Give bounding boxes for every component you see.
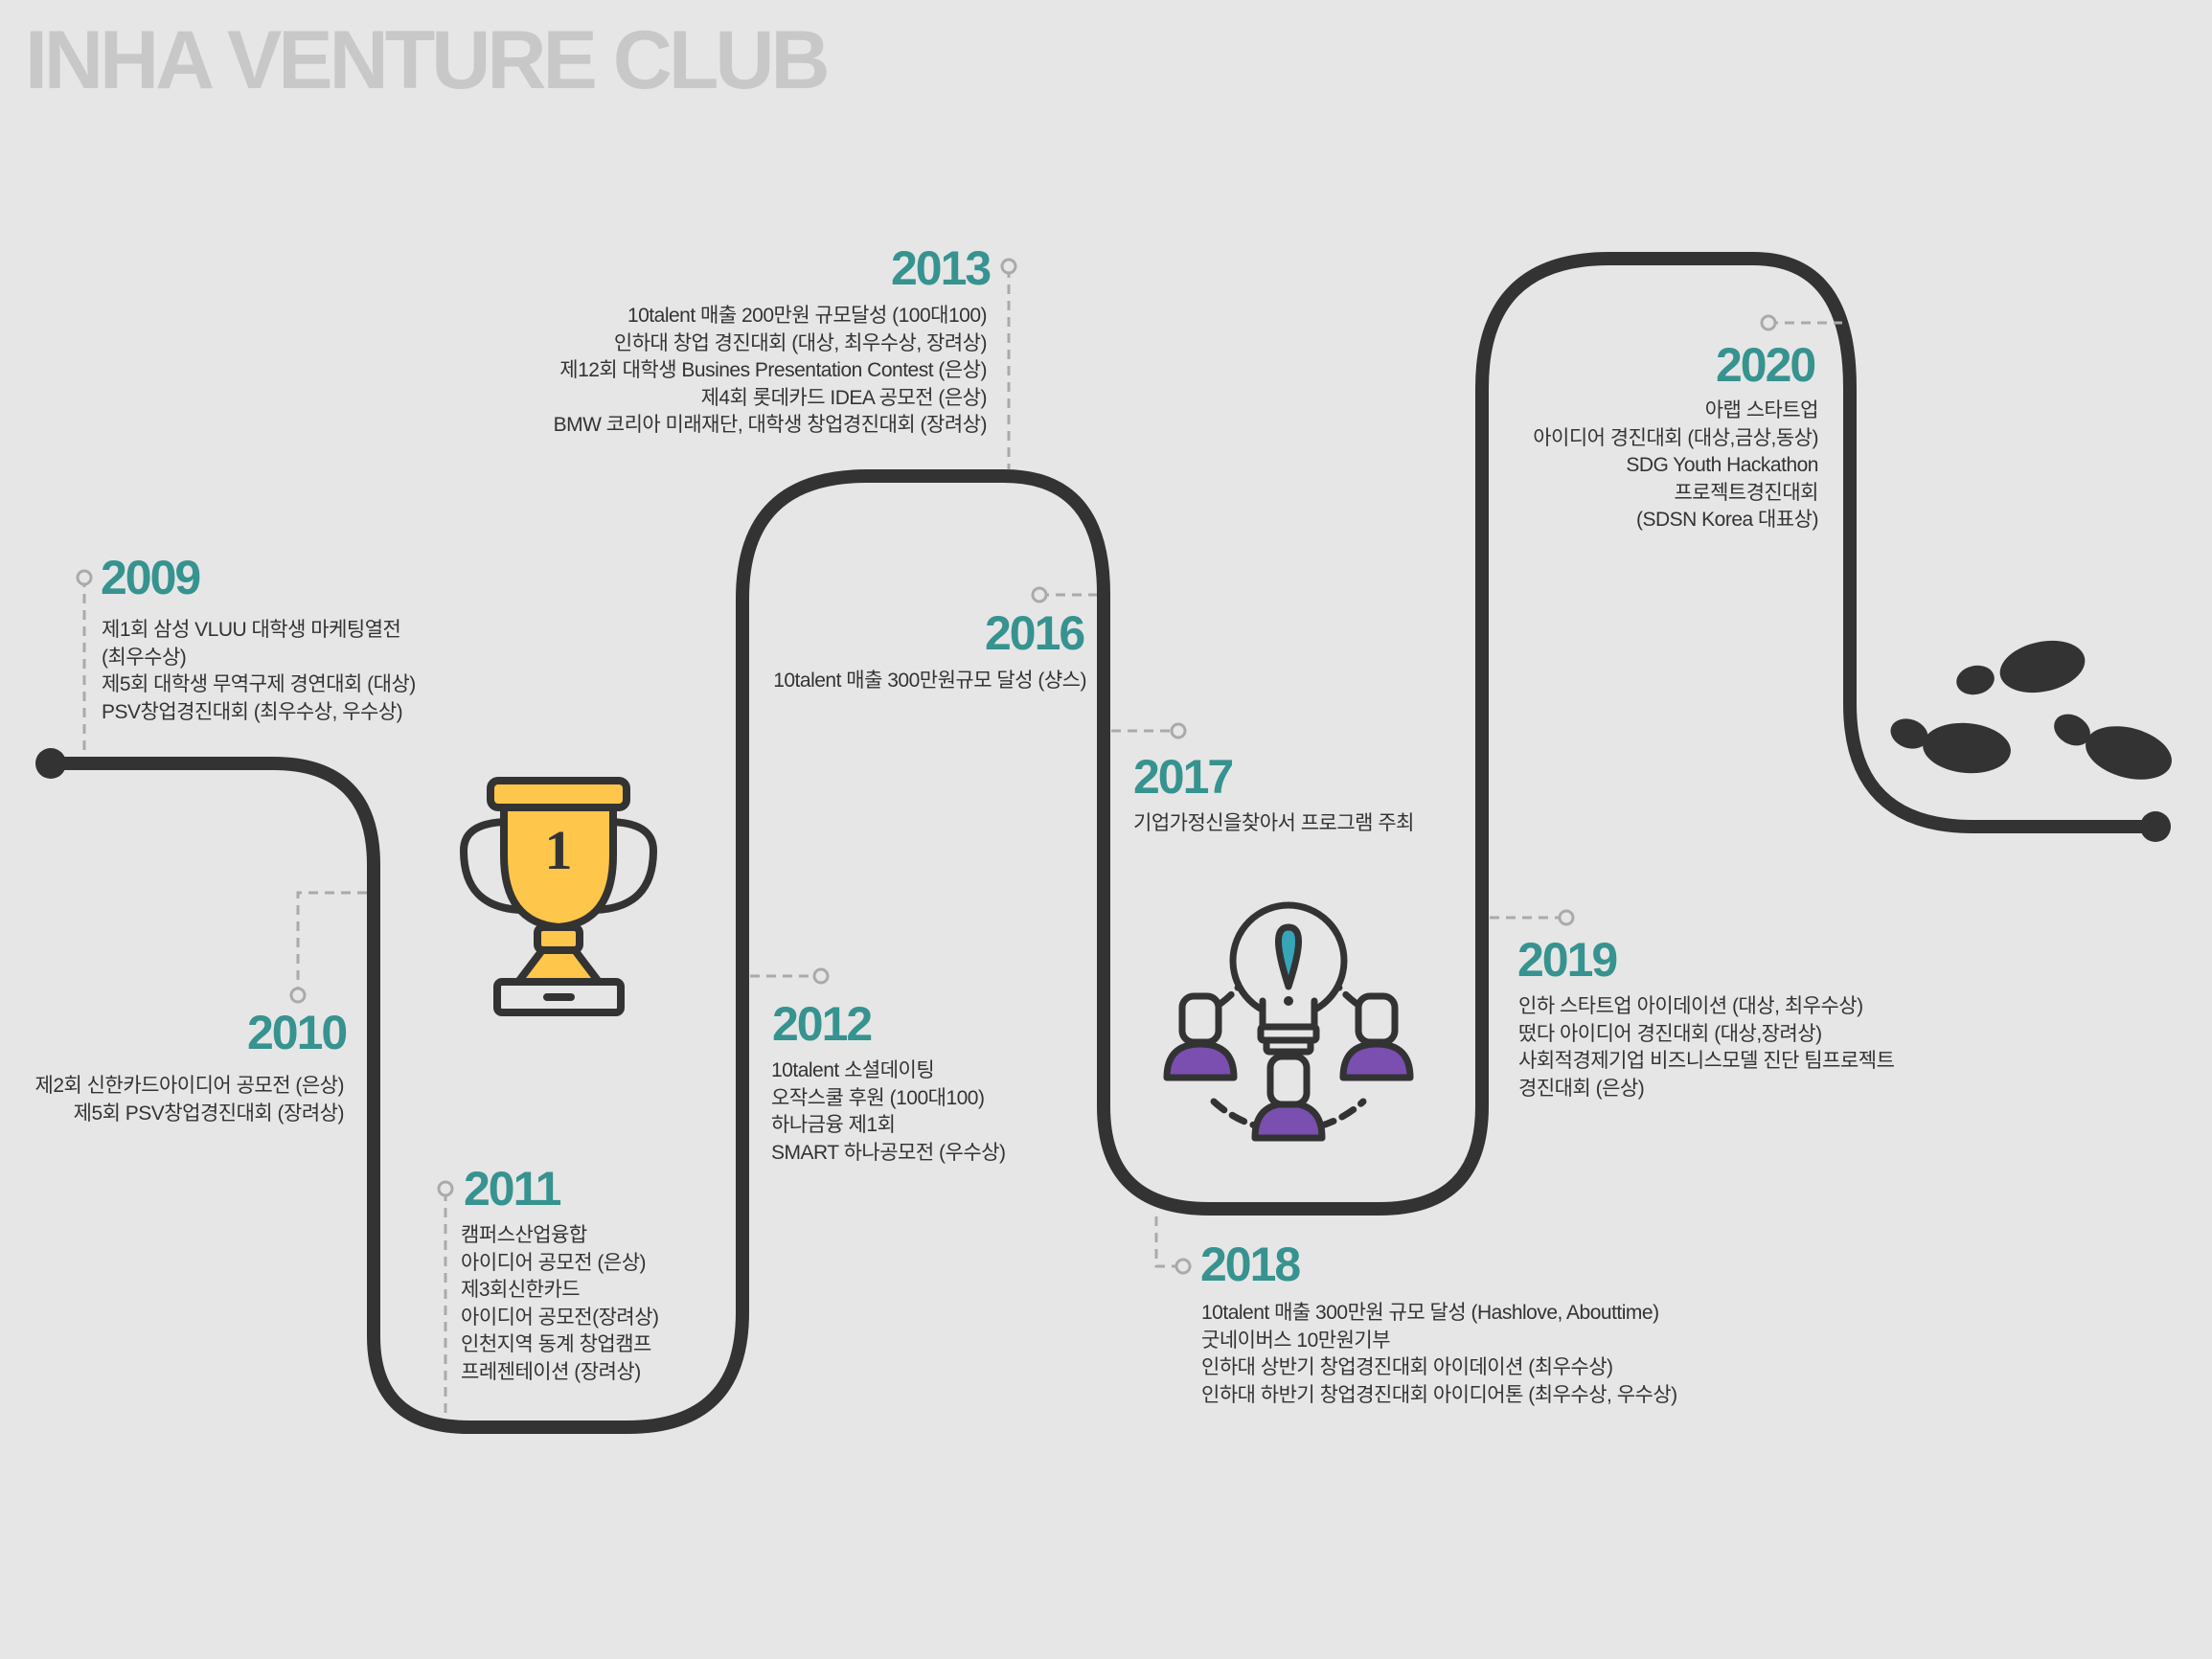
milestone-line: 제2회 신한카드아이디어 공모전 (은상) <box>34 1075 345 1097</box>
milestone-2011-desc: 캠퍼스산업융합 아이디어 공모전 (은상) 제3회신한카드 아이디어 공모전(장… <box>461 1222 659 1386</box>
milestone-line: SDG Youth Hackathon <box>1626 454 1818 476</box>
milestone-line: 제1회 삼성 VLUU 대학생 마케팅열전 <box>102 619 401 641</box>
connector-dot-2010 <box>289 987 307 1004</box>
milestone-line: 아이디어 경진대회 (대상,금상,동상) <box>1533 426 1818 449</box>
year-2016: 2016 <box>985 606 1085 660</box>
connector-dot-2017 <box>1170 722 1187 739</box>
milestone-line: PSV창업경진대회 (최우수상, 우수상) <box>102 700 403 723</box>
year-2018: 2018 <box>1200 1238 1301 1291</box>
year-2012: 2012 <box>772 997 873 1051</box>
milestone-line: 10talent 매출 300만원 규모 달성 (Hashlove, About… <box>1201 1302 1659 1324</box>
year-2009: 2009 <box>101 551 201 604</box>
connector-dot-2019 <box>1558 909 1575 926</box>
connector-2018 <box>1154 1216 1176 1268</box>
footprints-icon <box>1890 640 2172 780</box>
milestone-2013-desc: 10talent 매출 200만원 규모달성 (100대100) 인하대 창업 … <box>498 303 988 440</box>
milestone-2016-desc: 10talent 매출 300만원규모 달성 (샹스) <box>728 668 1086 695</box>
milestone-line: 제5회 대학생 무역구제 경연대회 (대상) <box>102 673 416 695</box>
year-2011: 2011 <box>464 1162 561 1216</box>
timeline-end-dot <box>2140 811 2171 842</box>
connector-dot-2016 <box>1031 586 1048 603</box>
milestone-line: 하나금융 제1회 <box>771 1114 896 1136</box>
milestone-line: 기업가정신을찾아서 프로그램 주최 <box>1133 812 1414 834</box>
year-2013: 2013 <box>891 241 992 295</box>
milestone-line: 10talent 매출 200만원 규모달성 (100대100) <box>627 305 988 327</box>
milestone-line: 떴다 아이디어 경진대회 (대상,장려상) <box>1518 1022 1822 1045</box>
milestone-line: 제4회 롯데카드 IDEA 공모전 (은상) <box>700 386 988 409</box>
milestone-line: 캠퍼스산업융합 <box>461 1224 587 1246</box>
timeline-start-dot <box>35 748 66 779</box>
milestone-2012-desc: 10talent 소셜데이팅 오작스쿨 후원 (100대100) 하나금융 제1… <box>771 1057 1006 1167</box>
milestone-line: 제12회 대학생 Busines Presentation Contest (은… <box>559 359 987 381</box>
connector-dot-2013 <box>1000 258 1017 275</box>
milestone-2017-desc: 기업가정신을찾아서 프로그램 주최 <box>1133 810 1414 838</box>
milestone-line: 10talent 매출 300만원규모 달성 (샹스) <box>773 670 1086 692</box>
year-2010: 2010 <box>247 1006 348 1059</box>
timeline-road <box>44 252 2162 1434</box>
milestone-line: (최우수상) <box>102 646 187 669</box>
idea-team-icon <box>1163 901 1414 1142</box>
milestone-line: 사회적경제기업 비즈니스모델 진단 팀프로젝트 <box>1518 1050 1895 1072</box>
milestone-line: BMW 코리아 미래재단, 대학생 창업경진대회 (장려상) <box>553 414 988 436</box>
milestone-line: 인천지역 동계 창업캠프 <box>461 1333 651 1355</box>
milestone-line: 프레젠테이션 (장려상) <box>461 1360 641 1383</box>
connector-dot-2009 <box>76 569 93 586</box>
connector-dot-2018 <box>1174 1258 1192 1275</box>
connector-dot-2011 <box>437 1180 454 1197</box>
milestone-line: SMART 하나공모전 (우수상) <box>771 1141 1006 1164</box>
milestone-line: 아랩 스타트업 <box>1704 399 1819 421</box>
year-2019: 2019 <box>1517 933 1618 987</box>
milestone-line: (SDSN Korea 대표상) <box>1636 509 1819 531</box>
milestone-line: 10talent 소셜데이팅 <box>771 1059 935 1081</box>
milestone-line: 굿네이버스 10만원기부 <box>1201 1329 1391 1352</box>
year-2017: 2017 <box>1133 750 1234 804</box>
milestone-2010-desc: 제2회 신한카드아이디어 공모전 (은상) 제5회 PSV창업경진대회 (장려상… <box>10 1073 345 1127</box>
milestone-line: 인하대 창업 경진대회 (대상, 최우수상, 장려상) <box>613 331 988 354</box>
milestone-line: 경진대회 (은상) <box>1518 1077 1645 1100</box>
milestone-line: 인하 스타트업 아이데이션 (대상, 최우수상) <box>1518 995 1863 1017</box>
milestone-line: 아이디어 공모전 (은상) <box>461 1251 647 1274</box>
milestone-2020-desc: 아랩 스타트업 아이디어 경진대회 (대상,금상,동상) SDG Youth H… <box>1494 398 1818 534</box>
page-title: INHA VENTURE CLUB <box>25 14 831 106</box>
year-2020: 2020 <box>1716 338 1816 392</box>
milestone-2009-desc: 제1회 삼성 VLUU 대학생 마케팅열전 (최우수상) 제5회 대학생 무역구… <box>102 617 416 726</box>
milestone-2018-desc: 10talent 매출 300만원 규모 달성 (Hashlove, About… <box>1201 1300 1677 1409</box>
milestone-line: 프로젝트경진대회 <box>1674 481 1818 504</box>
trophy-icon: 1 <box>460 777 657 1016</box>
milestone-line: 오작스쿨 후원 (100대100) <box>771 1086 985 1109</box>
connector-dot-2020 <box>1760 314 1777 331</box>
milestone-line: 인하대 하반기 창업경진대회 아이디어톤 (최우수상, 우수상) <box>1201 1383 1677 1406</box>
connector-2010 <box>296 891 367 989</box>
connector-dot-2012 <box>812 967 830 985</box>
milestone-line: 제5회 PSV창업경진대회 (장려상) <box>73 1102 345 1125</box>
milestone-line: 인하대 상반기 창업경진대회 아이데이션 (최우수상) <box>1201 1356 1613 1378</box>
svg-text:1: 1 <box>545 819 573 881</box>
milestone-line: 제3회신한카드 <box>461 1279 581 1301</box>
milestone-2019-desc: 인하 스타트업 아이데이션 (대상, 최우수상) 떴다 아이디어 경진대회 (대… <box>1518 993 1895 1102</box>
milestone-line: 아이디어 공모전(장려상) <box>461 1306 659 1329</box>
